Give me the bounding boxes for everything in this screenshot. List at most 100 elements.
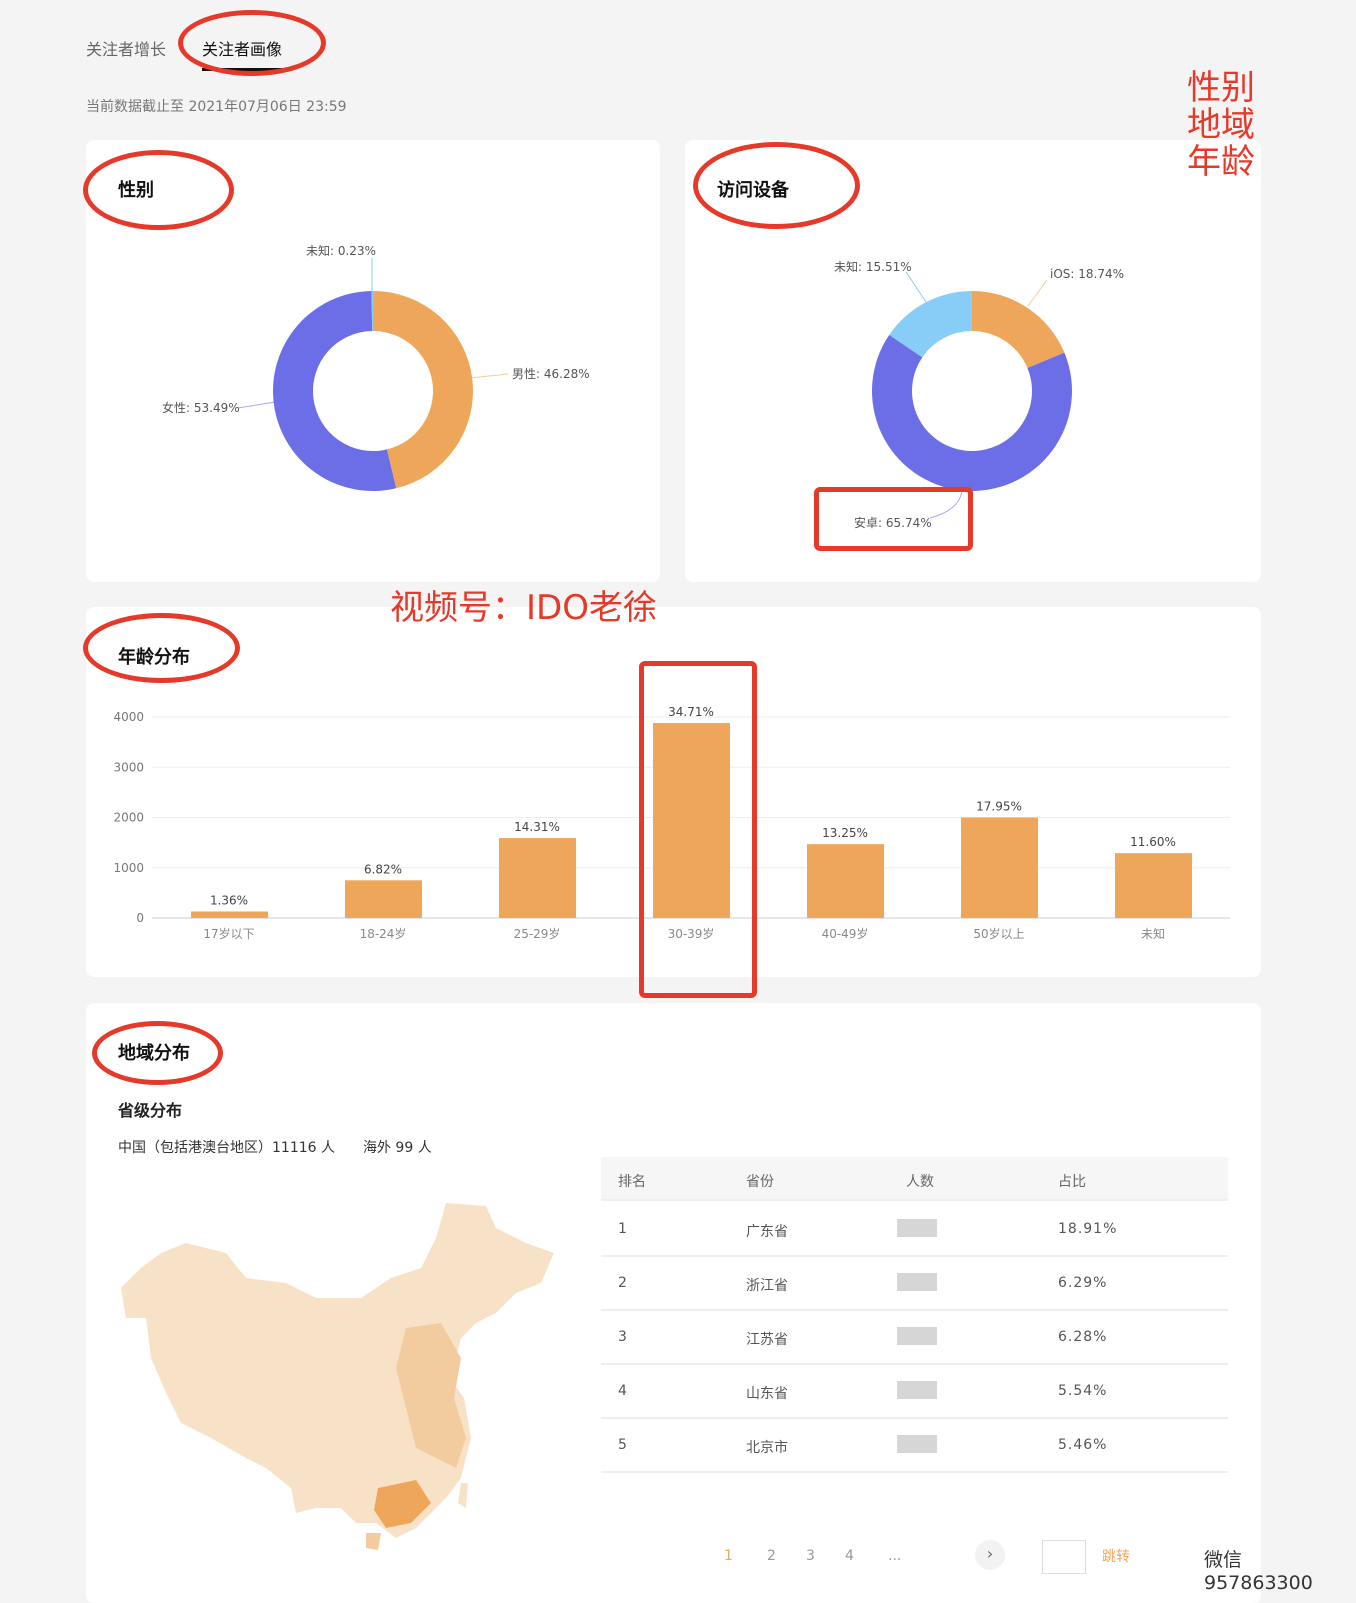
table-row[interactable] [601, 1419, 1228, 1473]
gender-slice-女性[interactable] [273, 291, 397, 491]
bar-data-label: 13.25% [822, 826, 868, 840]
next-page-button[interactable]: › [975, 1540, 1005, 1570]
data-timestamp: 当前数据截止至 2021年07月06日 23:59 [86, 99, 347, 115]
y-tick-label: 4000 [113, 710, 144, 724]
cell-count-redacted [897, 1273, 937, 1291]
x-tick-label: 17岁以下 [203, 926, 254, 941]
bar-50岁以上[interactable] [961, 817, 1038, 919]
annotation-box [814, 487, 973, 551]
bar-40-49岁[interactable] [807, 844, 884, 918]
cell-count-redacted [897, 1327, 937, 1345]
cell-province: 北京市 [746, 1440, 788, 1456]
gender-female-label: 女性: 53.49% [162, 400, 240, 415]
bar-17岁以下[interactable] [191, 911, 268, 918]
annotation-box [639, 661, 757, 998]
header-share[interactable]: 占比 [1058, 1174, 1086, 1190]
china-map [121, 1203, 554, 1550]
cell-count-redacted [897, 1435, 937, 1453]
annotation-age: 年龄 [1187, 142, 1255, 182]
province-subtitle: 省级分布 [118, 1101, 183, 1120]
cell-province: 浙江省 [746, 1278, 788, 1294]
annotation-channel: 视频号：IDO老徐 [390, 588, 657, 628]
map-hainan[interactable] [366, 1533, 381, 1550]
cell-share: 18.91% [1058, 1221, 1118, 1237]
cell-province: 山东省 [746, 1386, 788, 1402]
page-jump-input[interactable] [1042, 1540, 1086, 1574]
cell-rank: 1 [618, 1221, 627, 1237]
age-bar-chart: 0 1000 2000 3000 4000 1.36% 17岁以下 6.82% 18-24岁 14… [113, 705, 1230, 941]
header-count[interactable]: 人数 [906, 1174, 934, 1190]
map-taiwan[interactable] [458, 1483, 468, 1508]
table-row[interactable] [601, 1311, 1228, 1365]
bar-data-label: 11.60% [1130, 835, 1176, 849]
header-province[interactable]: 省份 [746, 1174, 774, 1190]
y-tick-label: 2000 [113, 811, 144, 825]
table-row[interactable] [601, 1257, 1228, 1311]
tab-follower-growth[interactable]: 关注者增长 [86, 40, 167, 59]
region-card: 地域分布 省级分布 中国（包括港澳台地区）11116 人 海外 99 人 [86, 1003, 1261, 1603]
map-guangdong[interactable] [374, 1480, 431, 1528]
gender-male-label: 男性: 46.28% [512, 367, 590, 381]
page-ellipsis: ... [888, 1548, 902, 1564]
region-summary: 中国（包括港澳台地区）11116 人 海外 99 人 [118, 1140, 432, 1156]
jump-button[interactable]: 跳转 [1102, 1549, 1130, 1565]
device-unknown-label: 未知: 15.51% [834, 260, 912, 274]
table-row[interactable] [601, 1365, 1228, 1419]
header-rank[interactable]: 排名 [618, 1174, 646, 1190]
table-row[interactable] [601, 1203, 1228, 1257]
annotation-ellipse [178, 10, 326, 76]
bar-data-label: 14.31% [514, 820, 560, 834]
bar-data-label: 17.95% [976, 800, 1022, 814]
gender-unknown-label: 未知: 0.23% [306, 244, 376, 258]
donut-charts: 未知: 0.23% 男性: 46.28% 女性: 53.49% 未知: 15.5… [162, 244, 1124, 530]
annotation-ellipse [92, 1021, 223, 1085]
bar-data-label: 6.82% [364, 862, 402, 876]
cell-share: 5.54% [1058, 1383, 1108, 1399]
annotation-ellipse [83, 150, 234, 230]
device-slice-iOS[interactable] [972, 291, 1065, 369]
gender-slice-未知[interactable] [371, 291, 373, 332]
x-tick-label: 30-39岁 [668, 926, 715, 941]
annotation-region: 地域 [1187, 105, 1255, 145]
x-tick-label: 18-24岁 [360, 926, 407, 941]
page-1[interactable]: 1 [724, 1548, 733, 1564]
cell-rank: 4 [618, 1383, 627, 1399]
map-east-provinces[interactable] [396, 1323, 466, 1468]
annotation-ellipse [83, 613, 240, 683]
x-tick-label: 25-29岁 [514, 926, 561, 941]
annotation-gender: 性别 [1187, 68, 1255, 108]
cell-share: 5.46% [1058, 1437, 1108, 1453]
page-4[interactable]: 4 [845, 1548, 854, 1564]
y-tick-label: 3000 [113, 760, 144, 774]
device-slice-安卓[interactable] [871, 334, 1072, 492]
page-2[interactable]: 2 [767, 1548, 776, 1564]
device-android-label: 安卓: 65.74% [854, 515, 932, 530]
bar-25-29岁[interactable] [499, 838, 576, 918]
x-tick-label: 40-49岁 [822, 926, 869, 941]
cell-count-redacted [897, 1219, 937, 1237]
cell-province: 广东省 [746, 1224, 788, 1240]
bar-30-39岁[interactable] [653, 723, 730, 918]
map-china-body[interactable] [121, 1203, 554, 1538]
cell-count-redacted [897, 1381, 937, 1399]
x-tick-label: 50岁以上 [973, 926, 1024, 941]
cell-share: 6.28% [1058, 1329, 1108, 1345]
gender-slice-男性[interactable] [373, 291, 473, 489]
cell-rank: 5 [618, 1437, 627, 1453]
device-slice-未知[interactable] [889, 291, 972, 358]
device-ios-label: iOS: 18.74% [1050, 267, 1124, 281]
x-tick-label: 未知 [1141, 927, 1165, 941]
annotation-side-text: 性别 地域 年龄 [1187, 70, 1255, 181]
bar-data-label: 34.71% [668, 705, 714, 719]
bar-18-24岁[interactable] [345, 880, 422, 918]
cell-province: 江苏省 [746, 1332, 788, 1348]
bar-data-label: 1.36% [210, 893, 248, 907]
page-3[interactable]: 3 [806, 1548, 815, 1564]
province-table-header [601, 1157, 1228, 1201]
y-tick-label: 1000 [113, 861, 144, 875]
cell-rank: 2 [618, 1275, 627, 1291]
bar-未知[interactable] [1115, 853, 1192, 918]
annotation-ellipse [693, 142, 860, 229]
cell-rank: 3 [618, 1329, 627, 1345]
y-tick-label: 0 [136, 911, 144, 925]
